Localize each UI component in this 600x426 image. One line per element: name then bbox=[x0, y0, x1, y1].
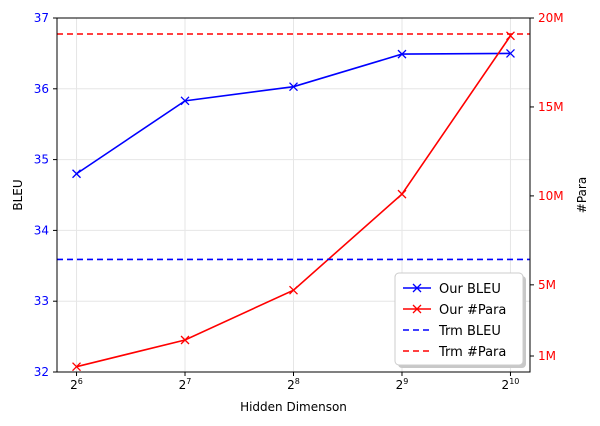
y-left-tick-label-3: 35 bbox=[34, 153, 49, 167]
series-our-bleu-point-2 bbox=[289, 82, 298, 92]
series-layer bbox=[57, 31, 530, 372]
y-right-tick-label-4: 20M bbox=[538, 11, 564, 25]
legend-item-our-bleu-label: Our BLEU bbox=[439, 282, 501, 297]
x-tick-exponent: 8 bbox=[295, 377, 300, 386]
series-our-bleu-point-3 bbox=[397, 49, 407, 59]
x-tick-exponent: 7 bbox=[186, 377, 191, 386]
x-axis-label: Hidden Dimenson bbox=[240, 400, 347, 414]
legend-item-trm-bleu-label: Trm BLEU bbox=[438, 324, 501, 339]
series-our-bleu-point-4 bbox=[506, 48, 515, 58]
y-right-tick-label-0: 1M bbox=[538, 349, 556, 363]
x-tick-exponent: 9 bbox=[403, 377, 408, 386]
y-right-tick-label-3: 15M bbox=[538, 100, 564, 114]
series-our-para bbox=[72, 31, 515, 372]
legend-item-our-para-label: Our #Para bbox=[439, 303, 506, 318]
y-left-tick-label-4: 36 bbox=[34, 82, 49, 96]
x-tick-label-3: 29 bbox=[396, 377, 409, 392]
series-our-para-point-3 bbox=[397, 189, 407, 199]
y-right-axis-label: #Para bbox=[575, 177, 589, 213]
legend-box bbox=[394, 272, 524, 366]
y-left-tick-label-5: 37 bbox=[34, 11, 49, 25]
x-tick-label-0: 26 bbox=[70, 377, 83, 392]
y-left-tick-label-0: 32 bbox=[34, 365, 49, 379]
series-our-para-point-4 bbox=[506, 31, 515, 41]
legend: Our BLEU Our #Para Trm BLEU Trm #Para bbox=[394, 272, 526, 368]
series-our-bleu bbox=[72, 48, 515, 179]
x-tick-exponent: 6 bbox=[78, 377, 83, 386]
x-tick-label-1: 27 bbox=[179, 377, 192, 392]
legend-item-our-bleu-marker bbox=[412, 283, 422, 293]
legend-item-our-bleu: Our BLEU bbox=[403, 282, 501, 297]
x-tick-label-4: 210 bbox=[502, 377, 520, 392]
y-left-tick-label-1: 33 bbox=[34, 294, 49, 308]
x-tick-base: 2 bbox=[502, 378, 510, 392]
legend-item-our-para: Our #Para bbox=[403, 303, 506, 318]
x-tick-base: 2 bbox=[70, 378, 78, 392]
y-right-tick-label-2: 10M bbox=[538, 189, 564, 203]
x-tick-base: 2 bbox=[396, 378, 404, 392]
x-tick-label-2: 28 bbox=[287, 377, 300, 392]
x-tick-base: 2 bbox=[287, 378, 295, 392]
y-left-tick-label-2: 34 bbox=[34, 223, 49, 237]
series-our-para-point-2 bbox=[289, 285, 298, 295]
legend-item-trm-para: Trm #Para bbox=[403, 345, 506, 360]
y-right-tick-label-1: 5M bbox=[538, 278, 556, 292]
x-tick-exponent: 10 bbox=[509, 377, 519, 386]
legend-item-trm-para-label: Trm #Para bbox=[438, 345, 506, 360]
series-our-para-point-0 bbox=[72, 362, 81, 372]
y-left-axis-label: BLEU bbox=[11, 179, 25, 210]
legend-item-our-para-marker bbox=[412, 304, 422, 314]
x-tick-base: 2 bbox=[179, 378, 187, 392]
axes: 26 27 28 29 2103233343536371M5M10M15M20MHidd… bbox=[11, 11, 589, 414]
series-our-bleu-point-0 bbox=[72, 169, 81, 179]
series-our-para-point-1 bbox=[180, 335, 190, 345]
series-our-bleu-point-1 bbox=[180, 96, 190, 106]
legend-item-trm-bleu: Trm BLEU bbox=[403, 324, 501, 339]
